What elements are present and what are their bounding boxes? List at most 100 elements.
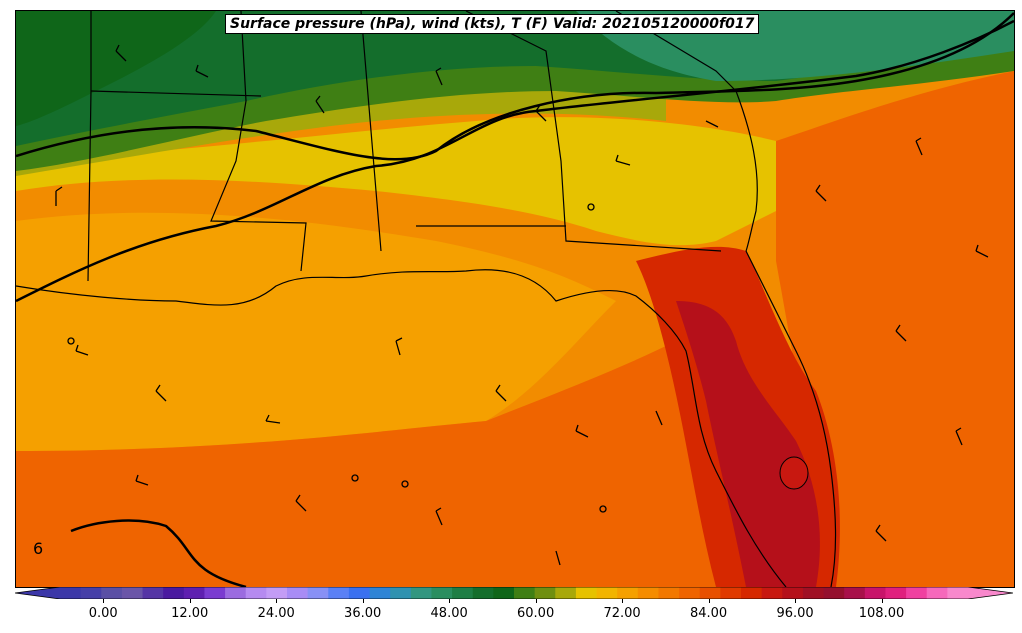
wind-barb [975, 244, 989, 258]
wind-barb [295, 494, 307, 512]
colorbar-segment [204, 587, 226, 599]
isobar-north [16, 12, 1014, 161]
state-line-ms [360, 11, 382, 252]
georgia-coast [735, 90, 758, 252]
map-title: Surface pressure (hPa), wind (kts), T (F… [225, 14, 760, 34]
calm-circle [599, 505, 607, 513]
isobar-middle [16, 19, 1014, 303]
wind-barb [895, 324, 907, 342]
colorbar-segment [287, 587, 309, 599]
colorbar-tick-mark [276, 599, 278, 603]
wind-barb [395, 337, 403, 356]
wind-barb [655, 410, 663, 426]
map-panel: 6 [15, 10, 1015, 588]
colorbar-tick-label: 60.00 [517, 606, 555, 621]
state-line-ok-ar [90, 90, 262, 97]
colorbar [15, 587, 1013, 599]
wind-barb [155, 384, 167, 402]
colorbar-tick-mark [795, 599, 797, 603]
calm-circle [67, 337, 75, 345]
colorbar-segment [348, 587, 371, 599]
colorbar-segment [906, 587, 928, 599]
wind-barb [135, 474, 149, 486]
colorbar-segment [679, 587, 701, 599]
colorbar-tick-label: 12.00 [171, 606, 209, 621]
colorbar-segment [225, 587, 247, 599]
colorbar-segment [514, 587, 536, 599]
wind-barb [495, 384, 507, 402]
colorbar-segment [266, 587, 288, 599]
lake-okeechobee [779, 456, 809, 490]
wind-barb [75, 344, 89, 356]
colorbar-segment [369, 587, 391, 599]
temp-band-atlantic [776, 71, 1014, 587]
gulf-coastline [16, 269, 787, 587]
colorbar-extend-low [15, 587, 60, 599]
colorbar-segment [452, 587, 474, 599]
state-line-ar-la [210, 11, 307, 272]
colorbar-segment [741, 587, 763, 599]
wind-barb [575, 424, 589, 438]
edge-label: 6 [33, 539, 44, 558]
boundaries [16, 11, 837, 587]
wind-barb [555, 550, 561, 566]
temperature-map [16, 11, 1014, 587]
wind-barbs [55, 44, 989, 566]
temp-band-dark-orange [16, 341, 716, 587]
wind-barb [55, 186, 63, 206]
colorbar-tick-mark [535, 599, 537, 603]
colorbar-tick-label: 72.00 [603, 606, 641, 621]
colorbar-segment [617, 587, 639, 599]
colorbar-extend-high [968, 587, 1013, 599]
wind-barb [875, 524, 887, 542]
wind-barb [265, 414, 281, 424]
colorbar-segment [864, 587, 886, 599]
calm-markers [67, 203, 607, 513]
colorbar-segment [575, 587, 598, 599]
colorbar-tick-mark [103, 599, 105, 603]
colorbar-segment [328, 587, 350, 599]
colorbar-tick-label: 24.00 [257, 606, 295, 621]
colorbar-tick-mark [622, 599, 624, 603]
colorbar-segment [245, 587, 267, 599]
wind-barb [955, 427, 963, 446]
colorbar-tick-mark [449, 599, 451, 603]
wind-barb [195, 64, 209, 78]
colorbar-segment [163, 587, 185, 599]
colorbar-segment [80, 587, 102, 599]
wind-barb [915, 137, 923, 156]
colorbar-tick-mark [881, 599, 883, 603]
colorbar-segment [555, 587, 577, 599]
colorbar-segment [947, 587, 969, 599]
wind-barb [435, 67, 443, 86]
temp-band-darkest-green [16, 11, 216, 126]
temp-band-light-orange [16, 212, 616, 451]
colorbar-segment [431, 587, 453, 599]
colorbar-segment [844, 587, 866, 599]
wind-barb [115, 44, 127, 62]
wind-barb [815, 184, 827, 202]
colorbar-segment [885, 587, 907, 599]
calm-circle [351, 474, 359, 482]
colorbar-tick-mark [708, 599, 710, 603]
wind-barb [435, 507, 443, 526]
wind-barb [535, 104, 547, 122]
temp-band-yellow [16, 117, 776, 246]
colorbar-tick-label: 96.00 [776, 606, 814, 621]
colorbar-segment [720, 587, 742, 599]
colorbar-tick-mark [189, 599, 191, 603]
colorbar-segment [596, 587, 618, 599]
isobar-south [70, 519, 247, 587]
colorbar-segment [121, 587, 144, 599]
isobars [16, 12, 1014, 587]
colorbar-tick-mark [362, 599, 364, 603]
colorbar-segment [699, 587, 721, 599]
wind-barb [315, 95, 325, 114]
colorbar-segment [183, 587, 205, 599]
colorbar-segment [926, 587, 948, 599]
colorbar-segment [637, 587, 659, 599]
calm-circle [401, 480, 409, 488]
calm-circle [587, 203, 595, 211]
colorbar-segment [658, 587, 680, 599]
colorbar-segment [307, 587, 329, 599]
